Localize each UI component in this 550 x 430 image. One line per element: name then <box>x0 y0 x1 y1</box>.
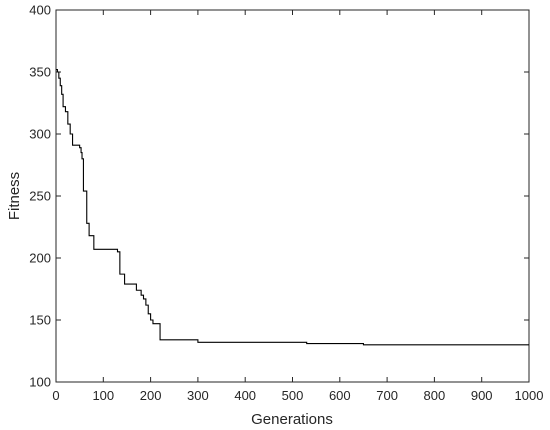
x-tick-label: 300 <box>187 388 209 403</box>
y-tick-label: 300 <box>29 127 51 142</box>
y-tick-label: 400 <box>29 3 51 18</box>
axis-ticks: 0 100 200 300 400 500 600 700 800 900 100010015020… <box>29 3 543 404</box>
x-tick-label: 900 <box>471 388 493 403</box>
plot-area-frame <box>55 9 530 383</box>
y-tick-label: 150 <box>29 313 51 328</box>
fitness-series-line <box>56 68 529 346</box>
x-tick-label: 700 <box>376 388 398 403</box>
series-layer <box>56 68 529 346</box>
y-axis-label: Fitness <box>6 172 23 220</box>
x-axis-label: Generations <box>251 411 333 428</box>
y-tick-label: 100 <box>29 375 51 390</box>
x-tick-label: 100 <box>92 388 114 403</box>
y-tick-label: 250 <box>29 189 51 204</box>
y-tick-label: 200 <box>29 251 51 266</box>
x-tick-label: 400 <box>234 388 256 403</box>
x-tick-label: 0 <box>52 388 59 403</box>
y-tick-label: 350 <box>29 65 51 80</box>
x-tick-label: 1000 <box>515 388 544 403</box>
x-tick-label: 600 <box>329 388 351 403</box>
x-tick-label: 800 <box>424 388 446 403</box>
x-tick-label: 200 <box>140 388 162 403</box>
x-tick-label: 500 <box>282 388 304 403</box>
